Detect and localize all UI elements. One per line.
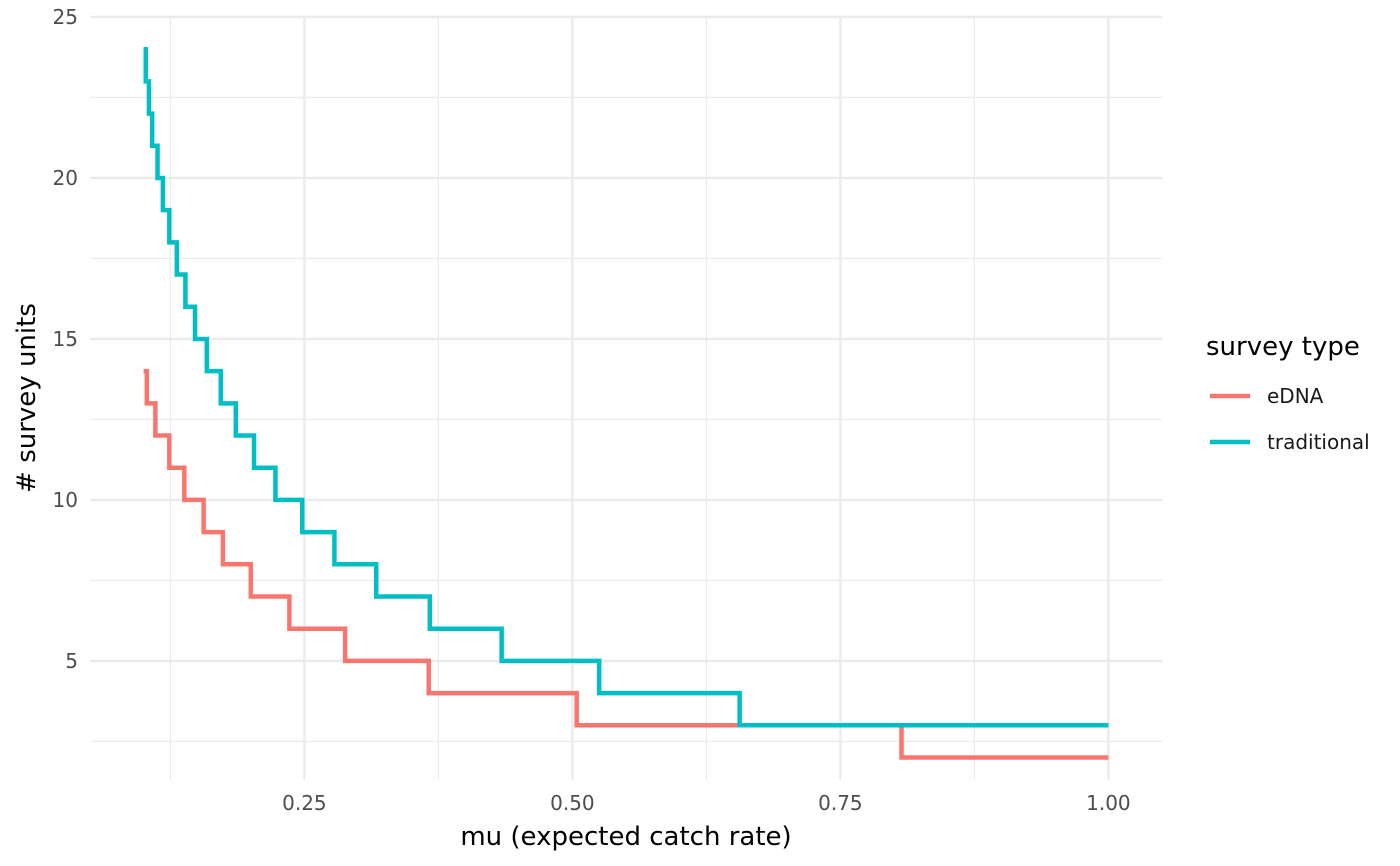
y-axis-title: # survey units — [12, 303, 42, 493]
y-tick-label: 10 — [53, 488, 78, 512]
x-axis-tick-labels: 0.25 0.50 0.75 1.00 — [282, 791, 1131, 815]
series-lines — [143, 46, 1109, 760]
legend-items: eDNA traditional — [1210, 384, 1370, 454]
x-tick-label: 0.75 — [818, 791, 863, 815]
x-tick-label: 0.25 — [282, 791, 327, 815]
x-axis-title: mu (expected catch rate) — [460, 822, 791, 852]
y-tick-label: 15 — [53, 327, 78, 351]
legend: survey type eDNA traditional — [1206, 332, 1370, 454]
y-tick-label: 20 — [53, 166, 78, 190]
x-tick-label: 0.50 — [550, 791, 595, 815]
y-tick-label: 5 — [65, 649, 78, 673]
series-line-traditional — [143, 46, 1109, 728]
minor-gridlines — [90, 17, 1162, 780]
x-tick-label: 1.00 — [1086, 791, 1131, 815]
legend-label-traditional: traditional — [1267, 430, 1370, 454]
y-tick-label: 25 — [53, 5, 78, 29]
major-gridlines — [90, 15, 1162, 780]
series-line-eDNA — [143, 368, 1109, 760]
legend-label-eDNA: eDNA — [1267, 384, 1324, 408]
y-axis-tick-labels: 5 10 15 20 25 — [53, 5, 78, 673]
legend-title: survey type — [1206, 332, 1360, 362]
